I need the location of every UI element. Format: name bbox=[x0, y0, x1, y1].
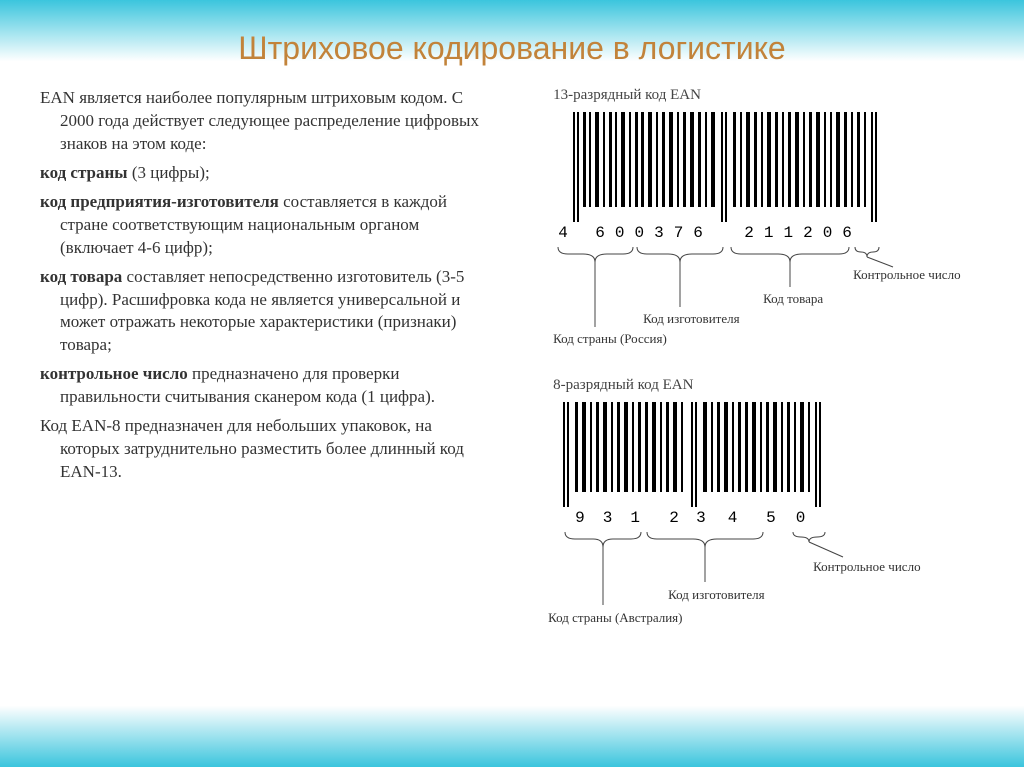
product-line: код товара составляет непосредственно из… bbox=[40, 266, 493, 358]
manuf-bold: код предприятия-изготовителя bbox=[40, 192, 279, 211]
ean13-title: 13-разрядный код EAN bbox=[513, 87, 984, 104]
ean13-digits: 4 600376 211206 bbox=[553, 224, 984, 242]
ean13-digit-mid: 600376 bbox=[573, 224, 721, 242]
ean13-barcode-wrap: 4 600376 211206 bbox=[513, 112, 984, 347]
ean8-text: Код EAN-8 предназначен для небольших упа… bbox=[40, 415, 493, 484]
ean13-country-label: Код страны (Россия) bbox=[553, 331, 667, 347]
ean8-d3: 34 bbox=[688, 509, 758, 527]
ean8-country-label: Код страны (Австралия) bbox=[548, 610, 682, 626]
ean8-d1: 931 bbox=[553, 509, 648, 527]
check-line: контрольное число предназначено для пров… bbox=[40, 363, 493, 409]
country-bold: код страны bbox=[40, 163, 128, 182]
ean13-check-label: Контрольное число bbox=[853, 267, 960, 283]
ean8-d4: 50 bbox=[758, 509, 818, 527]
ean13-braces bbox=[553, 242, 953, 342]
ean13-manuf-label: Код изготовителя bbox=[643, 311, 739, 327]
ean13-section: 13-разрядный код EAN bbox=[513, 87, 984, 347]
text-column: EAN является наиболее популярным штрихов… bbox=[40, 87, 493, 657]
ean8-section: 8-разрядный код EAN bbox=[513, 377, 984, 627]
page-title: Штриховое кодирование в логистике bbox=[40, 30, 984, 67]
intro-text: EAN является наиболее популярным штрихов… bbox=[40, 87, 493, 156]
ean13-digit-right: 211206 bbox=[721, 224, 871, 242]
country-line: код страны (3 цифры); bbox=[40, 162, 493, 185]
ean8-barcode-wrap: 931 2 34 50 Контрольное bbox=[513, 402, 984, 627]
ean13-barcode bbox=[553, 112, 903, 222]
ean8-title: 8-разрядный код EAN bbox=[513, 377, 984, 394]
ean13-digit-lead: 4 bbox=[553, 224, 573, 242]
ean8-barcode bbox=[553, 402, 873, 507]
ean8-digits: 931 2 34 50 bbox=[553, 509, 984, 527]
content-row: EAN является наиболее популярным штрихов… bbox=[40, 87, 984, 657]
ean13-product-label: Код товара bbox=[763, 291, 823, 307]
check-bold: контрольное число bbox=[40, 364, 188, 383]
ean8-d2: 2 bbox=[648, 509, 688, 527]
diagram-column: 13-разрядный код EAN bbox=[513, 87, 984, 657]
ean8-manuf-label: Код изготовителя bbox=[668, 587, 764, 603]
product-bold: код товара bbox=[40, 267, 122, 286]
manuf-line: код предприятия-изготовителя составляетс… bbox=[40, 191, 493, 260]
country-rest: (3 цифры); bbox=[128, 163, 210, 182]
ean8-check-label: Контрольное число bbox=[813, 559, 920, 575]
